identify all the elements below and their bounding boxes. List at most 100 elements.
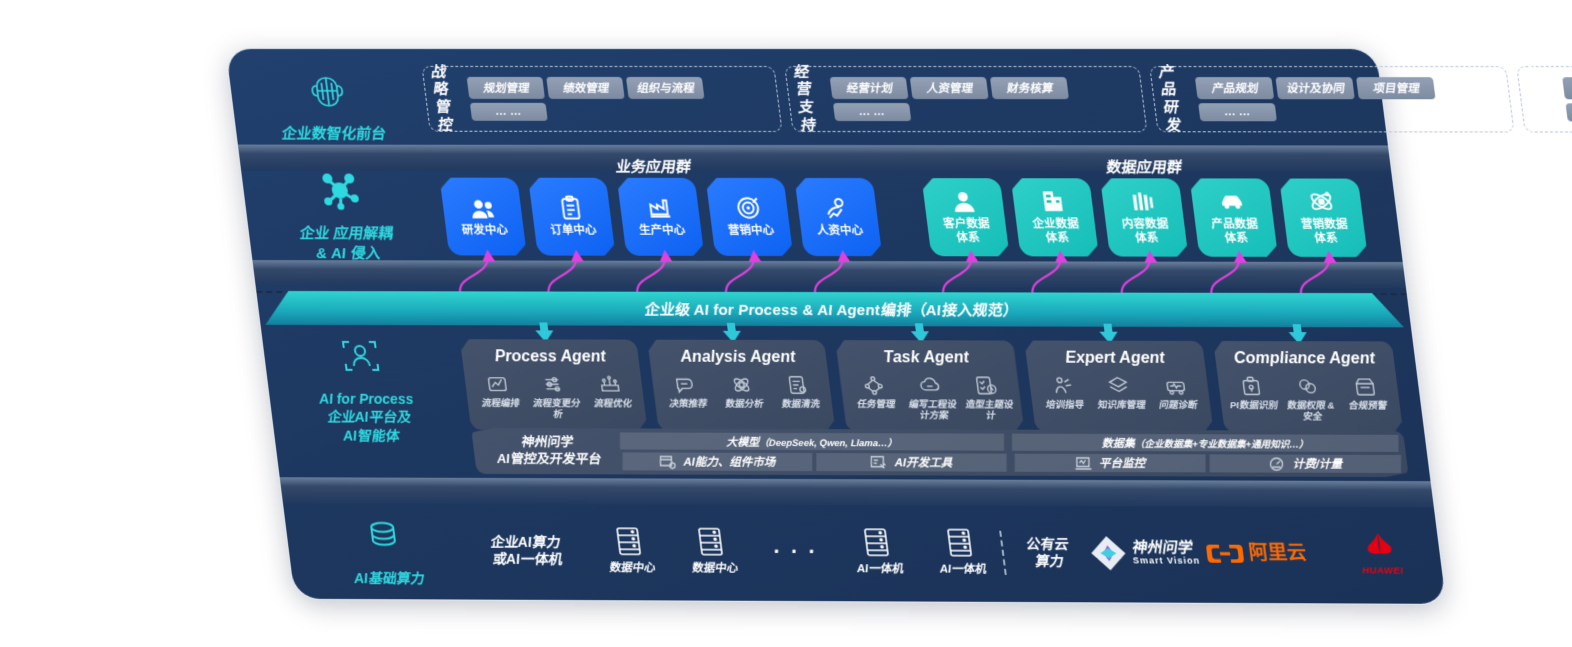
agent-card-1[interactable]: Analysis Agent 决策推荐 数据分析 数据清洗 — [647, 340, 835, 431]
rail-front-office-label: 企业数智化前台 — [279, 125, 386, 143]
public-cloud: 公有云 算力 — [1002, 535, 1093, 570]
server-icon — [944, 528, 974, 558]
ai-platform-bar: 神州问学 AI管控及开发平台 大模型 （DeepSeek, Qwen, Llam… — [471, 428, 1409, 477]
agent-functions: PI数据识别 数据权限 & 安全 合规预警 — [1222, 375, 1397, 424]
dataset-header-main: 数据集 — [1101, 437, 1135, 450]
top-group-2: 产品 研发 产品规划 设计及协同 项目管理 … … — [1149, 63, 1515, 134]
app-card[interactable]: 生产中心 — [617, 178, 705, 256]
top-group-tag[interactable]: 组织与流程 — [625, 76, 705, 99]
app-card-label: 营销中心 — [727, 224, 775, 238]
agent-cards-row: Process Agent 流程编排 流程变更分析 流程优化 Analysis Agen… — [460, 339, 1403, 432]
top-group-tag[interactable]: … … — [469, 102, 548, 121]
agent-function[interactable]: 数据清洗 — [769, 374, 828, 411]
agent-function-label: 合规预警 — [1347, 400, 1388, 412]
platform-cell-billing[interactable]: 计费/计量 — [1210, 454, 1402, 473]
vendor-logo-2[interactable]: HUAWEI — [1320, 531, 1442, 578]
server-icon — [699, 528, 724, 557]
dataset-header-note: （企业数据集+专业数据集+通用知识…） — [1134, 438, 1309, 451]
huawei-logo — [1366, 533, 1393, 554]
top-group-3: 生产 供应 设备管理采购执行预测与订单… … — [1516, 64, 1572, 134]
app-card[interactable]: 内容数据 体系 — [1100, 178, 1188, 256]
agent-function[interactable]: 流程编排 — [469, 373, 529, 421]
infra-node-label: AI一体机 — [938, 563, 987, 577]
top-group-tag[interactable]: 规划管理 — [466, 76, 545, 99]
infra-node-2[interactable]: · · · — [752, 538, 838, 566]
app-card[interactable]: 研发中心 — [440, 178, 527, 256]
agent-function[interactable]: 决策推荐 — [657, 374, 716, 411]
infrastructure-row: 企业AI算力 或AI一体机 数据中心 数据中心 · · · AI一体机 AI一体机 公有云 … — [282, 504, 1445, 601]
platform-cell-monitor-label: 平台监控 — [1098, 457, 1146, 471]
platform-cell-monitor[interactable]: 平台监控 — [1015, 454, 1206, 473]
top-group-tag[interactable]: 绩效管理 — [545, 76, 625, 99]
infra-node-4[interactable]: AI一体机 — [916, 528, 1005, 578]
top-group-title: 产品 研发 — [1156, 63, 1181, 134]
atom-icon — [1307, 189, 1337, 215]
agent-card-0[interactable]: Process Agent 流程编排 流程变更分析 流程优化 — [460, 339, 648, 430]
training-icon — [1049, 375, 1074, 397]
top-group-title: 战略 管控 — [429, 63, 453, 134]
agent-card-3[interactable]: Expert Agent 培训指导 知识库管理 问题诊断 — [1024, 341, 1214, 433]
agent-card-4[interactable]: Compliance Agent PI数据识别 数据权限 & 安全 合规预警 — [1213, 341, 1403, 433]
top-group-tag[interactable]: 设计及协同 — [1275, 77, 1355, 100]
agent-function[interactable]: 流程变更分析 — [525, 373, 585, 421]
dataset-header: 数据集 （企业数据集+专业数据集+通用知识…） — [1012, 434, 1399, 452]
top-group-tag[interactable]: 经营计划 — [829, 77, 909, 100]
agent-function[interactable]: 造型主题设计 — [958, 374, 1019, 422]
platform-cell-devtool[interactable]: AI开发工具 — [816, 453, 1006, 472]
infra-node-label: AI一体机 — [856, 563, 904, 576]
devtool-icon — [871, 455, 888, 470]
app-card-label: 生产中心 — [638, 224, 687, 237]
infra-node-0[interactable]: 数据中心 — [585, 527, 674, 577]
agent-function[interactable]: 培训指导 — [1033, 375, 1092, 412]
top-group-tag[interactable]: 人资管理 — [909, 77, 989, 100]
agent-function-label: PI数据识别 — [1229, 400, 1278, 412]
top-group-tag[interactable]: 财务核算 — [989, 77, 1069, 100]
platform-cell-ai-market[interactable]: AI能力、组件市场 — [623, 452, 813, 471]
target-icon — [734, 195, 763, 221]
infra-node-3[interactable]: AI一体机 — [833, 527, 922, 577]
agent-function[interactable]: 合规预警 — [1336, 375, 1397, 423]
agent-function[interactable]: PI数据识别 — [1222, 375, 1283, 423]
top-group-tag[interactable]: 设备管理 — [1561, 77, 1572, 100]
agent-function[interactable]: 数据分析 — [713, 374, 772, 411]
agent-function[interactable]: 数据权限 & 安全 — [1279, 375, 1340, 423]
cloud-write-icon — [917, 374, 942, 396]
agent-function[interactable]: 任务管理 — [845, 374, 906, 422]
monitor-icon — [1075, 455, 1092, 470]
app-card[interactable]: 产品数据 体系 — [1190, 178, 1278, 256]
data-group-title: 数据应用群 — [1104, 159, 1182, 177]
vendor-logo-1[interactable]: 阿里云 — [1205, 543, 1324, 566]
agent-function[interactable]: 流程优化 — [581, 373, 641, 421]
agent-functions: 决策推荐 数据分析 数据清洗 — [657, 374, 829, 411]
platform-name: 神州问学 AI管控及开发平台 — [495, 434, 602, 467]
infra-node-1[interactable]: 数据中心 — [668, 527, 757, 577]
agent-function[interactable]: 问题诊断 — [1147, 375, 1206, 412]
vendor-name: 神州问学 — [1130, 539, 1193, 558]
top-group-tag[interactable]: … … — [1197, 103, 1277, 122]
model-header-main: 大模型 — [726, 436, 760, 449]
decision-icon — [673, 374, 698, 396]
app-card[interactable]: 企业数据 体系 — [1011, 178, 1099, 256]
top-group-tag[interactable]: … … — [1565, 103, 1572, 122]
agent-function[interactable]: 知识库管理 — [1090, 375, 1149, 412]
agent-card-2[interactable]: Task Agent 任务管理 编写工程设计方案 造型主题设计 — [835, 340, 1024, 431]
app-card[interactable]: 营销中心 — [706, 178, 794, 256]
platform-cell-devtool-label: AI开发工具 — [894, 457, 953, 470]
top-group-tag[interactable]: 项目管理 — [1355, 77, 1436, 100]
agent-function-label: 流程编排 — [480, 398, 520, 410]
app-card-label: 营销数据 体系 — [1300, 218, 1349, 245]
top-group-tag[interactable]: … … — [832, 103, 912, 122]
top-group-tag[interactable]: 产品规划 — [1194, 77, 1274, 100]
public-cloud-label: 公有云 算力 — [1024, 535, 1069, 570]
app-card[interactable]: 客户数据 体系 — [922, 178, 1010, 256]
enterprise-compute-label: 企业AI算力 或AI一体机 — [488, 533, 563, 568]
vendor-logo-0[interactable]: 神州问学 Smart Vision — [1089, 536, 1209, 571]
app-card[interactable]: 人资中心 — [794, 178, 882, 256]
data-app-cards: 客户数据 体系 企业数据 体系 内容数据 体系 产品数据 体系 营销数据 体系 — [922, 178, 1368, 257]
top-group-1: 经营 支持 经营计划 人资管理 财务核算 … … — [784, 64, 1148, 134]
agent-function[interactable]: 编写工程设计方案 — [901, 374, 962, 422]
alert-box-icon — [1352, 375, 1377, 397]
magenta-connector-arrows — [249, 243, 1406, 297]
agent-title: Analysis Agent — [679, 348, 797, 366]
